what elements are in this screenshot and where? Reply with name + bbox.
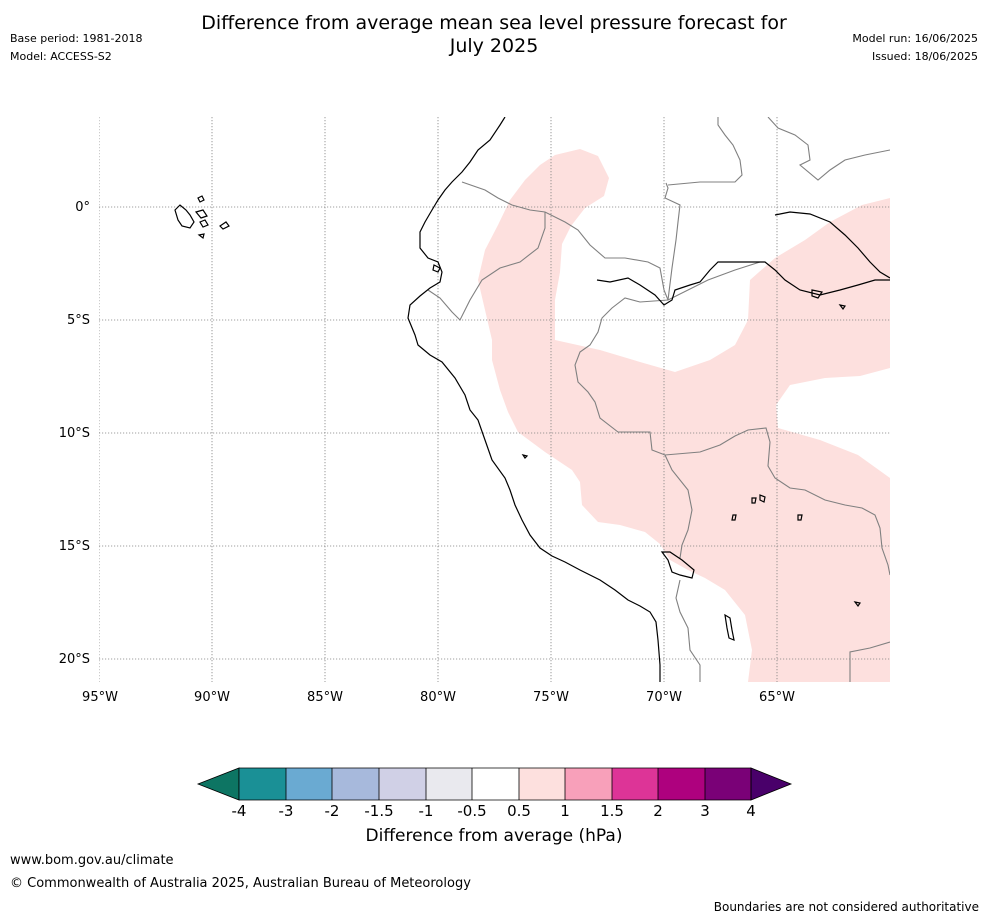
lon-label: 70°W [646,690,682,705]
colorbar-swatch [426,768,472,800]
footer-url[interactable]: www.bom.gov.au/climate [10,853,174,868]
lon-label: 80°W [420,690,456,705]
positive-anomaly-region [478,149,890,682]
colorbar-title: Difference from average (hPa) [365,826,623,846]
colorbar-tick: -0.5 [457,802,486,820]
latitude-labels: 0° 5°S 10°S 15°S 20°S [59,200,90,667]
colorbar-ticks: -4 -3 -2 -1.5 -1 -0.5 0.5 1 1.5 2 3 4 [232,802,756,820]
colorbar-swatch [658,768,705,800]
lat-label: 0° [75,200,90,215]
lat-label: 5°S [67,313,90,328]
issued-label: Issued: 18/06/2025 [871,50,978,63]
meta-left: Base period: 1981-2018 Model: ACCESS-S2 [10,32,142,68]
colorbar-tick: -1 [419,802,434,820]
chart-title: Difference from average mean sea level p… [0,12,988,58]
colorbar-tick: -2 [325,802,340,820]
colorbar-tick: 1 [560,802,570,820]
colorbar-swatch [379,768,426,800]
colorbar-tick: 4 [746,802,756,820]
map-area [99,117,890,682]
footer-copyright: © Commonwealth of Australia 2025, Austra… [10,876,471,891]
lon-label: 95°W [82,690,118,705]
colorbar-tick: -4 [232,802,247,820]
colorbar-tick: -1.5 [364,802,393,820]
map-gridlines [99,117,890,682]
colorbar-tick: 2 [653,802,663,820]
colorbar-swatch [239,768,286,800]
lat-label: 15°S [59,539,90,554]
lat-label: 10°S [59,426,90,441]
colorbar-swatch [705,768,751,800]
colorbar-swatch [612,768,658,800]
lon-label: 75°W [533,690,569,705]
lon-label: 65°W [759,690,795,705]
title-line-2: July 2025 [449,35,539,57]
colorbar-swatch [565,768,612,800]
colorbar-low-extend [196,767,240,801]
base-period-label: Base period: 1981-2018 [10,32,143,45]
colorbar-swatch [332,768,379,800]
coastline [174,117,890,682]
longitude-labels: 95°W 90°W 85°W 80°W 75°W 70°W 65°W [82,690,795,705]
colorbar-tick: 3 [700,802,710,820]
lon-label: 85°W [307,690,343,705]
country-borders [427,117,890,682]
colorbar-high-extend [750,767,793,801]
colorbar-swatch [519,768,565,800]
title-line-1: Difference from average mean sea level p… [201,12,787,34]
model-run-label: Model run: 16/06/2025 [852,32,978,45]
colorbar-tick: -3 [279,802,294,820]
colorbar: -4 -3 -2 -1.5 -1 -0.5 0.5 1 1.5 2 3 4 [196,767,793,820]
model-label: Model: ACCESS-S2 [10,50,112,63]
colorbar-tick: 1.5 [600,802,624,820]
lat-label: 20°S [59,652,90,667]
lon-label: 90°W [194,690,230,705]
footer-boundary-note: Boundaries are not considered authoritat… [713,900,979,914]
meta-right: Model run: 16/06/2025 Issued: 18/06/2025 [852,32,978,68]
colorbar-swatch [286,768,332,800]
colorbar-tick: 0.5 [507,802,531,820]
colorbar-swatch [472,768,519,800]
